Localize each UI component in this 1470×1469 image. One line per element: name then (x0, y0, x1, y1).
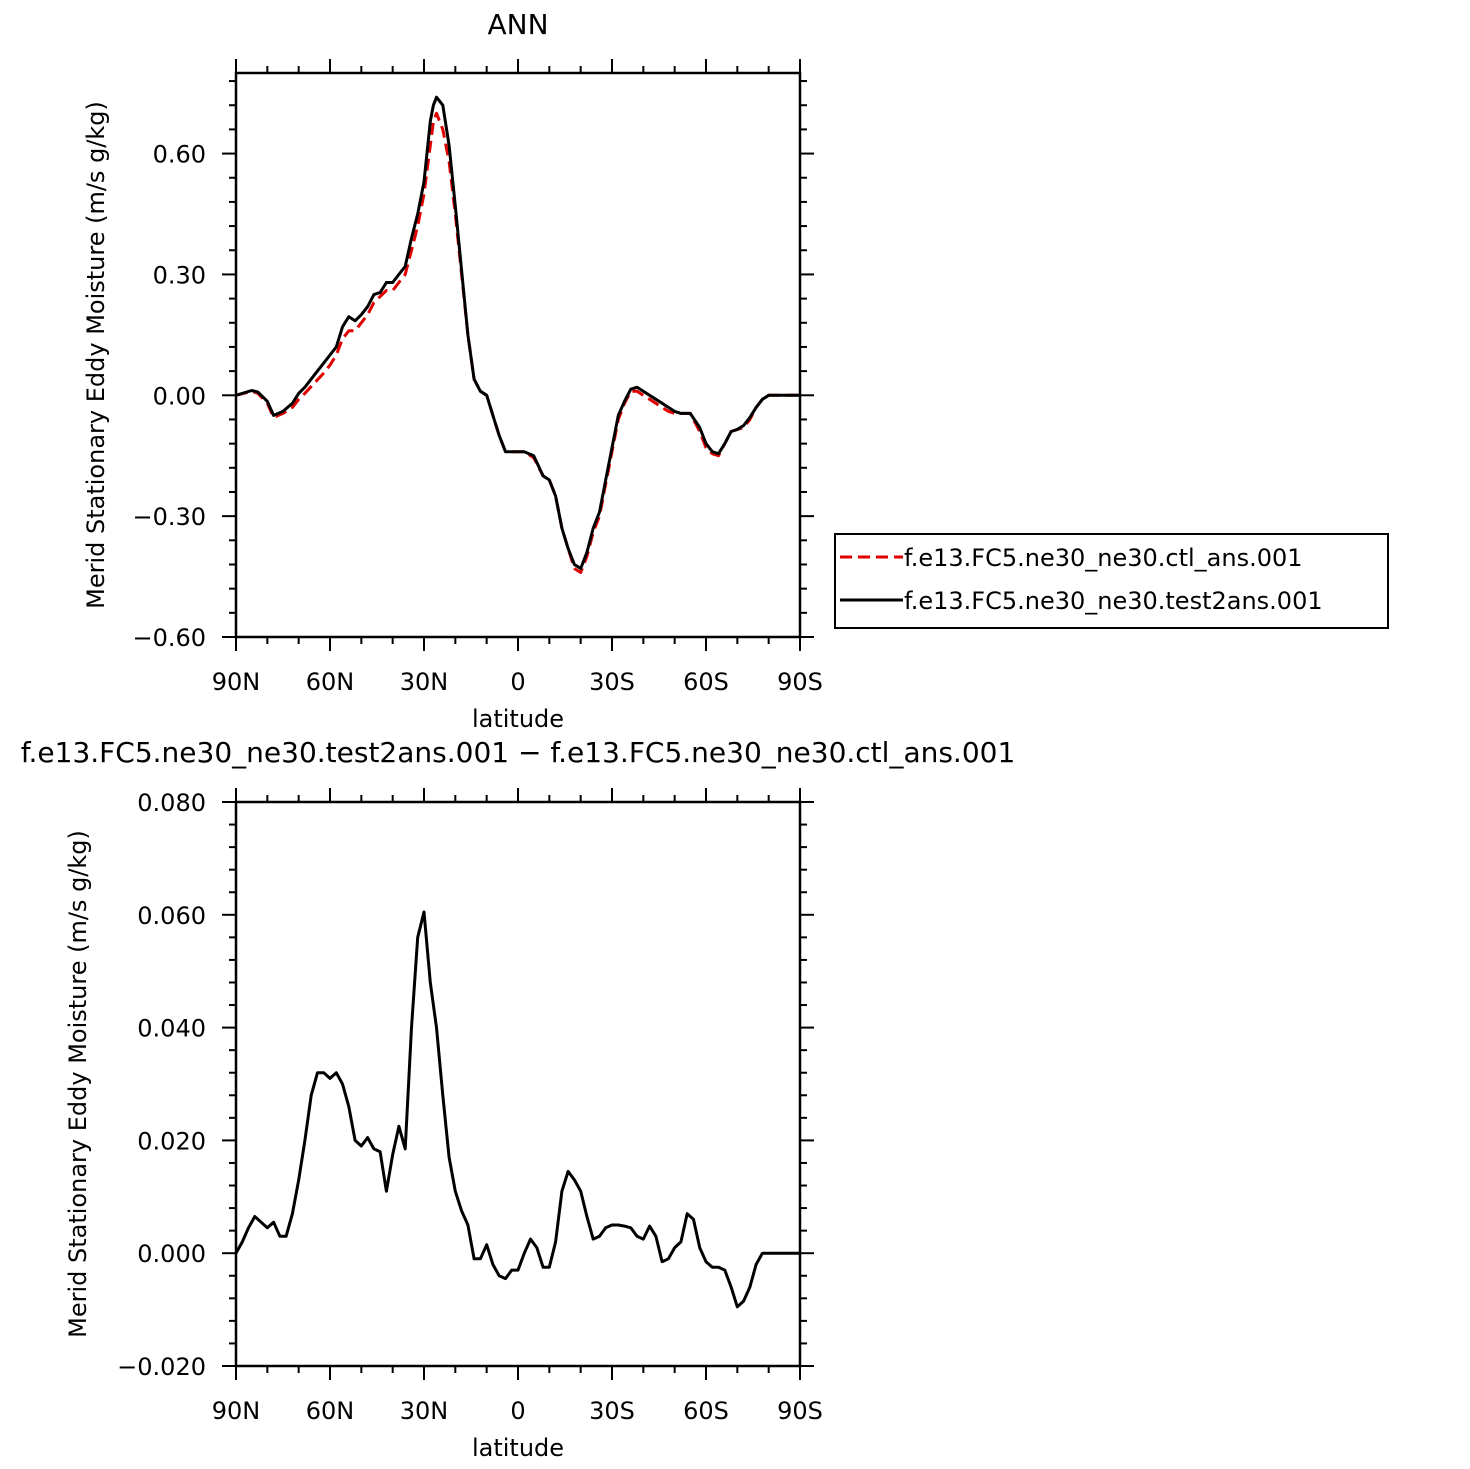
legend-label-2: f.e13.FC5.ne30_ne30.test2ans.001 (904, 587, 1323, 615)
y-tick-label: 0.00 (153, 382, 206, 410)
x-tick-label: 90S (777, 668, 823, 696)
y-tick-label: 0.040 (137, 1015, 206, 1043)
legend-label-1: f.e13.FC5.ne30_ne30.ctl_ans.001 (904, 544, 1303, 572)
legend-box (834, 533, 1389, 629)
x-tick-label: 0 (510, 1397, 525, 1425)
y-tick-label: −0.020 (117, 1353, 206, 1381)
x-axis-label: latitude (472, 1434, 564, 1462)
plot-frame (234, 800, 802, 1368)
chart-panel-2: f.e13.FC5.ne30_ne30.test2ans.001 − f.e13… (21, 736, 1016, 1462)
series-line-2 (236, 95, 800, 570)
x-tick-label: 30S (589, 1397, 635, 1425)
series-line-1 (236, 111, 800, 574)
y-tick-label: 0.30 (153, 261, 206, 289)
x-tick-label: 60N (306, 1397, 355, 1425)
y-tick-label: 0.020 (137, 1127, 206, 1155)
series-line-1 (236, 910, 800, 1309)
chart-title: f.e13.FC5.ne30_ne30.test2ans.001 − f.e13… (21, 736, 1016, 769)
y-axis-label: Merid Stationary Eddy Moisture (m/s g/kg… (82, 101, 110, 609)
x-tick-label: 90N (212, 1397, 261, 1425)
chart-panel-1: ANN latitude Merid Stationary Eddy Moistur… (82, 8, 1389, 733)
legend: f.e13.FC5.ne30_ne30.ctl_ans.001 f.e13.FC5… (834, 533, 1389, 629)
y-tick-label: 0.060 (137, 902, 206, 930)
y-tick-label: −0.30 (132, 503, 206, 531)
y-tick-label: 0.080 (137, 789, 206, 817)
y-tick-label: 0.000 (137, 1240, 206, 1268)
x-tick-label: 30S (589, 668, 635, 696)
x-tick-label: 60N (306, 668, 355, 696)
x-tick-label: 90S (777, 1397, 823, 1425)
y-tick-label: −0.60 (132, 624, 206, 652)
x-tick-label: 60S (683, 1397, 729, 1425)
chart-title: ANN (487, 8, 548, 41)
y-axis-label: Merid Stationary Eddy Moisture (m/s g/kg… (64, 830, 92, 1338)
x-tick-label: 0 (510, 668, 525, 696)
x-tick-label: 30N (400, 1397, 449, 1425)
y-tick-label: 0.60 (153, 141, 206, 169)
x-tick-label: 30N (400, 668, 449, 696)
x-axis-label: latitude (472, 705, 564, 733)
x-tick-label: 90N (212, 668, 261, 696)
plot-frame (234, 71, 802, 639)
x-tick-label: 60S (683, 668, 729, 696)
